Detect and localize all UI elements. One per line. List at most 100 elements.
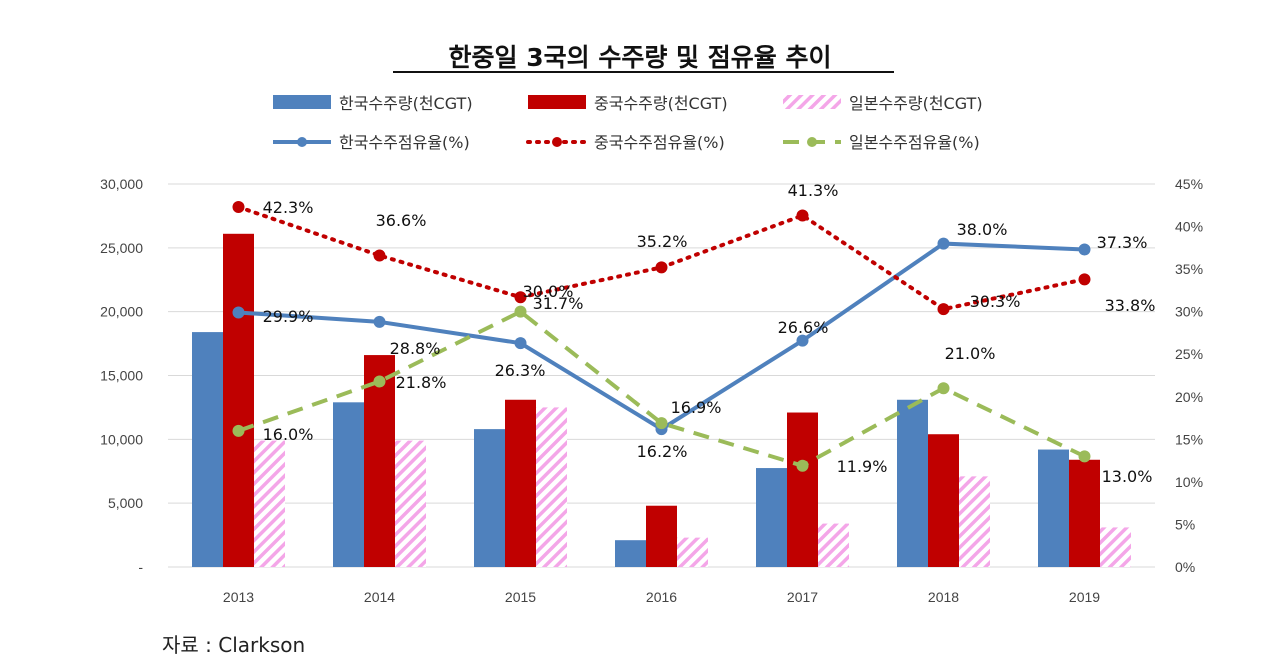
line-point-0-2013 (232, 306, 245, 319)
left-tick-label: 10,000 (100, 431, 143, 447)
data-label: 33.8% (1105, 296, 1156, 315)
x-tick-label: 2017 (787, 589, 818, 605)
right-tick-label: 0% (1175, 559, 1195, 575)
line-point-0-2015 (514, 337, 527, 350)
bar-1-2014 (364, 355, 395, 567)
bar-1-2017 (787, 412, 818, 567)
right-tick-label: 20% (1175, 389, 1203, 405)
left-tick-label: 25,000 (100, 240, 143, 256)
line-point-0-2018 (937, 237, 950, 250)
data-label: 30.0% (523, 282, 574, 301)
x-tick-label: 2016 (646, 589, 677, 605)
bar-2-2017 (818, 523, 849, 567)
line-point-0-2017 (796, 334, 809, 347)
line-point-1-2014 (373, 249, 386, 262)
legend-swatch (528, 95, 586, 109)
bar-0-2018 (897, 399, 928, 567)
data-label: 11.9% (837, 457, 888, 476)
bar-0-2017 (756, 468, 787, 567)
legend-marker (297, 137, 307, 147)
data-label: 13.0% (1102, 467, 1153, 486)
line-point-1-2013 (232, 200, 245, 213)
bar-2-2013 (254, 440, 285, 567)
line-point-1-2018 (937, 303, 950, 316)
legend-label: 일본수주점유율(%) (849, 133, 980, 152)
legend-swatch (783, 95, 841, 109)
legend-marker (552, 137, 562, 147)
data-label: 28.8% (390, 339, 441, 358)
source-note: 자료 : Clarkson (162, 633, 305, 657)
line-point-1-2015 (514, 291, 527, 304)
line-point-0-2019 (1078, 243, 1091, 256)
data-label: 21.0% (945, 344, 996, 363)
left-tick-label: 30,000 (100, 176, 143, 192)
data-label: 16.2% (637, 442, 688, 461)
bar-2-2019 (1100, 527, 1131, 567)
bar-1-2013 (223, 233, 254, 568)
left-tick-label: 20,000 (100, 304, 143, 320)
data-label: 26.6% (778, 318, 829, 337)
legend-label: 중국수주량(천CGT) (594, 94, 728, 113)
right-tick-label: 25% (1175, 346, 1203, 362)
right-tick-label: 35% (1175, 261, 1203, 277)
data-label: 21.8% (396, 373, 447, 392)
bar-2-2018 (959, 476, 990, 567)
data-label: 42.3% (263, 198, 314, 217)
x-tick-label: 2019 (1069, 589, 1100, 605)
line-point-2-2017 (796, 459, 809, 472)
legend-label: 일본수주량(천CGT) (849, 94, 983, 113)
legend-marker (807, 137, 817, 147)
chart-title: 한중일 3국의 수주량 및 점유율 추이 (449, 43, 832, 72)
legend-label: 중국수주점유율(%) (594, 133, 725, 152)
data-label: 41.3% (788, 181, 839, 200)
x-tick-label: 2014 (364, 589, 395, 605)
data-label: 37.3% (1097, 233, 1148, 252)
data-label: 35.2% (637, 232, 688, 251)
bar-0-2014 (333, 402, 364, 567)
line-point-2-2019 (1078, 450, 1091, 463)
bar-0-2015 (474, 429, 505, 567)
data-label: 38.0% (957, 220, 1008, 239)
data-label: 31.7% (533, 294, 584, 313)
data-label: 16.0% (263, 425, 314, 444)
data-label: 36.6% (376, 211, 427, 230)
bar-2-2015 (536, 407, 567, 567)
line-point-2-2015 (514, 305, 527, 318)
left-tick-label: 15,000 (100, 368, 143, 384)
data-label: 30.3% (970, 292, 1021, 311)
left-tick-label: - (138, 559, 143, 575)
line-point-2-2016 (655, 417, 668, 430)
right-tick-label: 5% (1175, 516, 1195, 532)
legend-swatch (273, 95, 331, 109)
right-tick-label: 15% (1175, 431, 1203, 447)
bar-0-2019 (1038, 449, 1069, 567)
line-point-1-2017 (796, 209, 809, 222)
x-tick-label: 2015 (505, 589, 536, 605)
bar-1-2015 (505, 399, 536, 567)
line-point-2-2018 (937, 382, 950, 395)
line-point-1-2016 (655, 261, 668, 274)
legend-label: 한국수주량(천CGT) (339, 94, 473, 113)
bar-2-2016 (677, 537, 708, 567)
bar-1-2019 (1069, 459, 1100, 567)
line-point-2-2014 (373, 375, 386, 388)
line-point-2-2013 (232, 424, 245, 437)
right-tick-label: 40% (1175, 219, 1203, 235)
legend-label: 한국수주점유율(%) (339, 133, 470, 152)
data-label: 16.9% (671, 398, 722, 417)
line-point-0-2014 (373, 315, 386, 328)
right-tick-label: 45% (1175, 176, 1203, 192)
data-label: 26.3% (495, 361, 546, 380)
bar-1-2018 (928, 434, 959, 567)
bar-1-2016 (646, 505, 677, 567)
data-label: 29.9% (263, 307, 314, 326)
x-tick-label: 2018 (928, 589, 959, 605)
bar-0-2016 (615, 540, 646, 567)
right-tick-label: 10% (1175, 474, 1203, 490)
line-point-1-2019 (1078, 273, 1091, 286)
bar-2-2014 (395, 440, 426, 567)
right-tick-label: 30% (1175, 304, 1203, 320)
bar-0-2013 (192, 332, 223, 567)
